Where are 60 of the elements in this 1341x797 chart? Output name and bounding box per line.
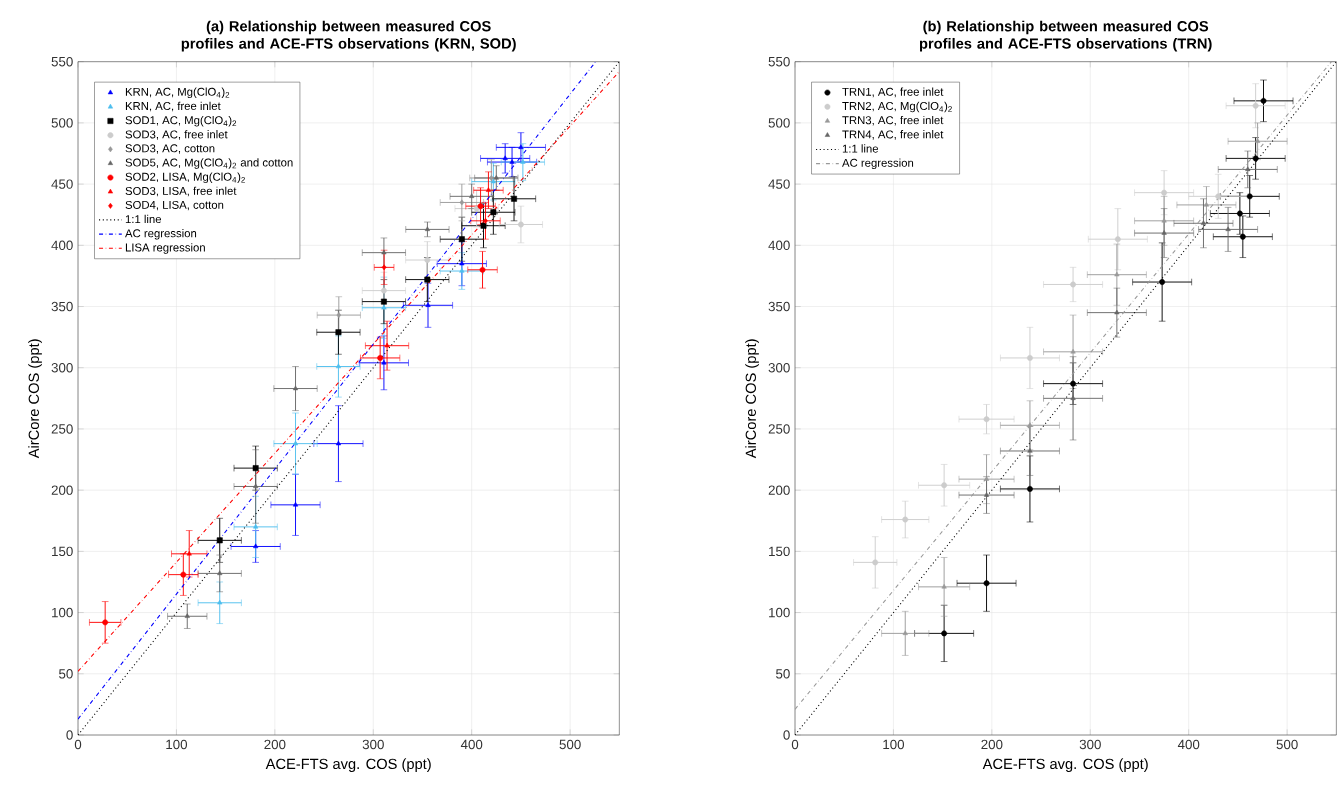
x-axis-title: ACE-FTS avg. COS (ppt) xyxy=(265,758,431,772)
y-tick-label: 200 xyxy=(768,485,790,495)
legend-label: AC regression xyxy=(842,158,914,170)
y-tick-label: 250 xyxy=(51,424,73,434)
y-tick-label: 150 xyxy=(52,546,73,557)
legend-label: KRN, AC, Mg(ClO$_{4}$)$_{2}$ xyxy=(125,87,230,99)
y-tick-label: 350 xyxy=(768,301,790,312)
y-tick-label: 500 xyxy=(768,118,790,128)
legend-label: TRN1, AC, free inlet xyxy=(842,87,944,98)
legend-label: SOD3, AC, free inlet xyxy=(125,130,228,140)
y-tick-label: 100 xyxy=(52,607,73,618)
y-tick-label: 550 xyxy=(51,56,73,67)
y-tick-label: 0 xyxy=(66,730,73,740)
x-axis-title: ACE-FTS avg. COS (ppt) xyxy=(982,758,1148,772)
y-tick-label: 300 xyxy=(51,363,73,373)
y-tick-label: 400 xyxy=(768,240,790,251)
legend-label: 1:1 line xyxy=(842,144,879,153)
y-tick-label: 400 xyxy=(51,240,73,251)
y-tick-label: 200 xyxy=(51,485,73,495)
legend-label: SOD4, LISA, cotton xyxy=(125,200,224,211)
x-tick-label: 200 xyxy=(981,739,1003,750)
y-tick-label: 450 xyxy=(768,179,790,189)
x-tick-label: 300 xyxy=(362,739,384,750)
y-tick-label: 100 xyxy=(769,607,790,618)
legend-label: SOD3, LISA, free inlet xyxy=(125,186,237,197)
legend-label: TRN4, AC, free inlet xyxy=(842,130,944,140)
x-tick-label: 0 xyxy=(74,739,82,750)
x-tick-label: 400 xyxy=(1177,739,1200,750)
x-tick-label: 0 xyxy=(791,739,799,750)
legend-label: AC regression xyxy=(125,228,197,240)
x-tick-label: 400 xyxy=(460,739,483,750)
y-tick-label: 50 xyxy=(59,669,73,679)
x-tick-label: 300 xyxy=(1079,739,1101,750)
legend-label: SOD3, AC, cotton xyxy=(125,144,215,154)
y-axis-title: AirCore COS (ppt) xyxy=(745,339,759,459)
y-tick-label: 50 xyxy=(776,669,790,679)
x-tick-label: 500 xyxy=(1276,739,1298,750)
x-tick-label: 200 xyxy=(264,739,286,750)
chart-title: (b) Relationship between measured COS profiles and ACE-FTS observations (TRN) xyxy=(919,20,1212,52)
x-tick-label: 500 xyxy=(559,739,581,750)
y-tick-label: 350 xyxy=(51,301,73,312)
legend-label: LISA regression xyxy=(125,243,205,254)
y-tick-label: 500 xyxy=(51,118,73,128)
legend-label: SOD1, AC, Mg(ClO$_{4}$)$_{2}$ xyxy=(125,115,237,127)
x-tick-label: 100 xyxy=(166,739,188,750)
legend-label: TRN2, AC, Mg(ClO$_{4}$)$_{2}$ xyxy=(842,101,952,113)
y-tick-label: 450 xyxy=(51,179,73,189)
y-tick-label: 0 xyxy=(783,730,790,740)
legend-label: TRN3, AC, free inlet xyxy=(842,115,944,126)
legend-label: SOD5, AC, Mg(ClO$_{4}$)$_{2}$ and cotton xyxy=(125,158,293,169)
y-tick-label: 250 xyxy=(768,424,790,434)
y-axis-title: AirCore COS (ppt) xyxy=(28,339,42,459)
y-tick-label: 150 xyxy=(769,546,790,557)
x-tick-label: 100 xyxy=(883,739,905,750)
legend-label: KRN, AC, free inlet xyxy=(125,101,221,112)
legend-label: 1:1 line xyxy=(125,214,162,224)
legend-label: SOD2, LISA, Mg(ClO$_{4}$)$_{2}$ xyxy=(125,172,245,183)
y-tick-label: 300 xyxy=(768,363,790,373)
y-tick-label: 550 xyxy=(768,56,790,67)
chart-title: (a) Relationship between measured COS profiles and ACE-FTS observations (KRN, SOD) xyxy=(181,20,516,52)
